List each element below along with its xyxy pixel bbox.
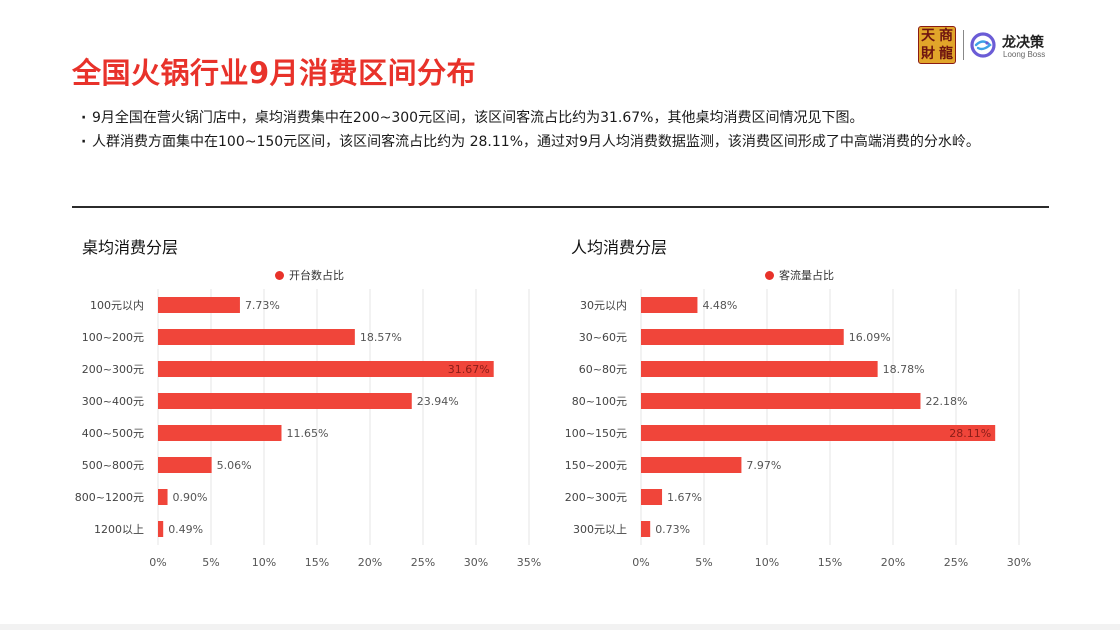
summary-bullets: 9月全国在营火锅门店中，桌均消费集中在200~300元区间，该区间客流占比约为3… <box>81 106 1057 154</box>
bar <box>158 361 494 377</box>
x-tick-label: 35% <box>517 556 541 569</box>
bar <box>158 521 164 537</box>
category-label: 30~60元 <box>579 331 627 344</box>
brand-subtitle: Loong Boss <box>1003 50 1046 59</box>
bar <box>158 425 282 441</box>
page-title: 全国火锅行业9月消费区间分布 <box>72 56 477 90</box>
x-tick-label: 25% <box>944 556 968 569</box>
bar <box>641 457 742 473</box>
brand-logos: 天 商 財 龍 龙决策 Loong Boss <box>918 26 1058 66</box>
bar <box>641 361 878 377</box>
data-label: 11.65% <box>286 427 328 440</box>
bullet-item: 9月全国在营火锅门店中，桌均消费集中在200~300元区间，该区间客流占比约为3… <box>81 106 1057 130</box>
section-divider <box>72 206 1049 208</box>
data-label: 31.67% <box>448 363 490 376</box>
category-label: 300~400元 <box>82 395 144 408</box>
chart-legend-table-spend: 开台数占比 <box>275 267 344 283</box>
category-label: 30元以内 <box>580 298 627 312</box>
data-label: 0.73% <box>655 523 690 536</box>
bar <box>641 393 921 409</box>
category-label: 300元以上 <box>573 523 627 536</box>
category-label: 200~300元 <box>565 491 627 504</box>
category-label: 500~800元 <box>82 459 144 472</box>
bullet-item: 人群消费方面集中在100~150元区间，该区间客流占比约为 28.11%，通过对… <box>81 130 1057 154</box>
data-label: 7.97% <box>746 459 781 472</box>
legend-swatch <box>765 270 774 280</box>
x-tick-label: 5% <box>202 556 219 569</box>
bar <box>158 393 412 409</box>
x-tick-label: 5% <box>695 556 712 569</box>
category-label: 80~100元 <box>572 395 627 408</box>
brand-name: 龙决策 <box>1002 35 1044 51</box>
bar <box>641 489 663 505</box>
x-tick-label: 25% <box>411 556 435 569</box>
loong-dragon-icon <box>970 32 996 58</box>
data-label: 0.90% <box>173 491 208 504</box>
x-tick-label: 0% <box>149 556 166 569</box>
chart-legend-per-capita-spend: 客流量占比 <box>765 267 834 283</box>
data-label: 4.48% <box>702 299 737 312</box>
chart-title-table-spend: 桌均消费分层 <box>82 238 179 257</box>
chart-title-per-capita-spend: 人均消费分层 <box>571 238 668 257</box>
footer-bar <box>0 624 1120 630</box>
category-label: 100~150元 <box>565 427 627 440</box>
category-label: 60~80元 <box>579 363 627 376</box>
x-tick-label: 30% <box>1007 556 1031 569</box>
bar <box>641 297 698 313</box>
data-label: 18.78% <box>883 363 925 376</box>
data-label: 7.73% <box>245 299 280 312</box>
data-label: 5.06% <box>217 459 252 472</box>
data-label: 16.09% <box>849 331 891 344</box>
data-label: 22.18% <box>925 395 967 408</box>
data-label: 0.49% <box>168 523 203 536</box>
category-label: 150~200元 <box>565 459 627 472</box>
data-label: 28.11% <box>949 427 991 440</box>
bar <box>641 425 996 441</box>
x-tick-label: 10% <box>252 556 276 569</box>
x-tick-label: 0% <box>632 556 649 569</box>
legend-swatch <box>275 270 284 280</box>
category-label: 1200以上 <box>94 523 144 536</box>
bar <box>158 329 355 345</box>
data-label: 18.57% <box>360 331 402 344</box>
category-label: 400~500元 <box>82 427 144 440</box>
bar <box>641 521 651 537</box>
x-tick-label: 10% <box>755 556 779 569</box>
x-tick-label: 15% <box>818 556 842 569</box>
bar <box>158 457 212 473</box>
category-label: 800~1200元 <box>75 491 144 504</box>
bar <box>641 329 844 345</box>
x-tick-label: 30% <box>464 556 488 569</box>
category-label: 100~200元 <box>82 331 144 344</box>
data-label: 1.67% <box>667 491 702 504</box>
x-tick-label: 15% <box>305 556 329 569</box>
legend-label: 客流量占比 <box>779 269 834 282</box>
bar <box>158 297 240 313</box>
legend-label: 开台数占比 <box>289 269 344 282</box>
tianshang-seal-logo: 天 商 財 龍 <box>918 26 956 64</box>
x-tick-label: 20% <box>358 556 382 569</box>
logo-divider <box>963 30 964 60</box>
x-tick-label: 20% <box>881 556 905 569</box>
category-label: 200~300元 <box>82 363 144 376</box>
category-label: 100元以内 <box>90 298 144 312</box>
bar <box>158 489 168 505</box>
data-label: 23.94% <box>417 395 459 408</box>
